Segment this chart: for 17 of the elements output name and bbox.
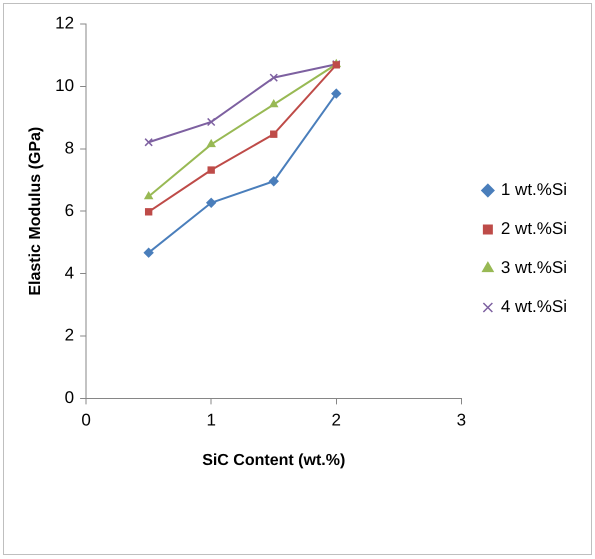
legend-label: 4 wt.%Si — [500, 297, 568, 316]
legend-label: 3 wt.%Si — [500, 258, 568, 278]
y-tick-label: 6 — [64, 200, 74, 220]
y-tick-label: 8 — [64, 138, 74, 158]
legend-label: 1 wt.%Si — [500, 180, 568, 200]
y-tick-label: 4 — [64, 263, 74, 282]
y-tick-label: 2 — [64, 326, 74, 345]
legend-label: 2 wt.%Si — [500, 219, 568, 238]
y-tick-label: 12 — [55, 14, 74, 33]
x-axis-title: SiC Content (wt.%) — [202, 452, 346, 469]
y-tick-label: 0 — [64, 388, 74, 408]
y-axis-title: Elastic Modulus (GPa) — [27, 126, 44, 296]
x-tick-label: 2 — [332, 410, 342, 430]
x-tick-label: 1 — [206, 410, 216, 430]
x-tick-label: 0 — [81, 410, 91, 430]
y-tick-label: 10 — [55, 76, 74, 96]
x-tick-label: 3 — [456, 410, 466, 430]
